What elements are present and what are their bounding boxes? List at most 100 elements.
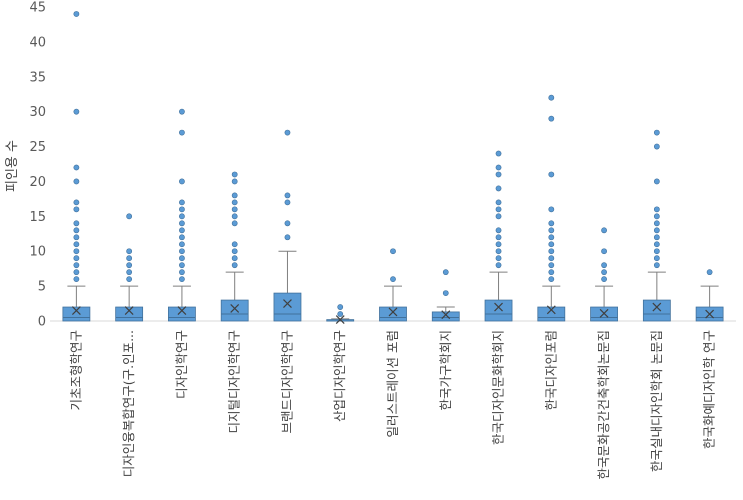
y-tick-label: 30 (29, 105, 46, 120)
mean-marker (388, 307, 398, 317)
outlier-point (495, 255, 502, 262)
outlier-point (495, 206, 502, 213)
outlier-point (179, 227, 185, 234)
outlier-point (548, 171, 555, 178)
outlier-point (548, 255, 555, 262)
box-iqr (273, 292, 302, 322)
outlier-point (548, 248, 555, 255)
outlier-point (548, 241, 555, 248)
mean-marker (705, 309, 715, 319)
mean-marker (652, 302, 662, 312)
outlier-point (73, 11, 80, 17)
outlier-point (179, 220, 185, 227)
outlier-point (548, 115, 555, 122)
outlier-point (231, 220, 238, 227)
outlier-point (179, 241, 185, 248)
outlier-point (601, 227, 607, 234)
outlier-point (73, 227, 80, 234)
outlier-point (653, 248, 660, 255)
outlier-point (601, 248, 607, 255)
outlier-point (548, 206, 555, 213)
outlier-point (231, 192, 238, 199)
outlier-point (126, 248, 133, 255)
box-iqr (115, 306, 144, 322)
x-category-label: 디지털디자인학연구 (227, 330, 242, 434)
mean-marker (599, 308, 609, 318)
outlier-point (231, 248, 238, 255)
y-tick-label: 10 (29, 245, 46, 260)
outlier-point (284, 129, 291, 136)
outlier-point (73, 234, 80, 241)
box-series-13 (695, 269, 724, 322)
outlier-point (126, 269, 133, 276)
outlier-point (495, 248, 502, 255)
outlier-point (653, 241, 660, 248)
box-series-4 (220, 171, 249, 322)
y-tick-label: 35 (29, 70, 46, 85)
y-tick-label: 40 (29, 35, 46, 50)
outlier-point (284, 199, 291, 206)
box-iqr (62, 306, 91, 322)
outlier-point (653, 143, 660, 150)
outlier-point (231, 178, 238, 185)
mean-marker (441, 310, 451, 320)
outlier-point (73, 262, 80, 269)
y-tick-label: 0 (38, 315, 46, 330)
box-iqr (168, 306, 196, 322)
outlier-point (495, 150, 502, 157)
y-axis: 0 5 10 15 20 25 30 35 40 45 (29, 1, 46, 330)
box-series-5 (273, 129, 302, 322)
outlier-point (126, 255, 133, 262)
box-iqr (379, 306, 407, 322)
outlier-point (548, 94, 555, 101)
x-category-label: 기초조형학연구 (68, 330, 83, 411)
outlier-point (495, 199, 502, 206)
y-tick-label: 25 (29, 140, 46, 155)
outlier-point (231, 241, 238, 248)
x-category-label: 산업디자인학연구 (332, 330, 347, 422)
x-category-label: 한국실내디자인학회 논문집 (649, 330, 664, 472)
outlier-point (73, 206, 80, 213)
outlier-point (73, 269, 80, 276)
outlier-point (548, 220, 555, 227)
outlier-point (73, 276, 80, 283)
y-axis-label: 피인용 수 (5, 140, 20, 192)
outlier-point (653, 262, 660, 269)
outlier-point (73, 248, 80, 255)
outlier-point (390, 276, 396, 283)
outlier-point (495, 262, 502, 269)
box-series-11 (590, 227, 618, 322)
outlier-point (179, 262, 185, 269)
x-category-label: 한국화예디자인학 연구 (702, 330, 717, 449)
box-series-3 (168, 108, 196, 322)
outlier-point (231, 262, 238, 269)
outlier-point (601, 276, 607, 283)
x-category-label: 한국디자인포럼 (543, 330, 558, 411)
outlier-point (126, 213, 133, 220)
x-category-label: 한국문화공간건축학회논문집 (596, 330, 611, 480)
outlier-point (495, 171, 502, 178)
outlier-point (126, 262, 133, 269)
outlier-point (179, 213, 185, 220)
outlier-point (337, 304, 344, 310)
outlier-point (284, 192, 291, 199)
outlier-point (601, 262, 607, 269)
box-series-2 (115, 213, 144, 322)
mean-marker (71, 306, 81, 315)
outlier-point (653, 234, 660, 241)
x-category-label: 한국가구학회지 (438, 330, 453, 411)
outlier-point (179, 269, 185, 276)
outlier-point (653, 206, 660, 213)
outlier-point (73, 220, 80, 227)
outlier-point (73, 241, 80, 248)
outlier-point (284, 234, 291, 241)
y-tick-label: 20 (29, 175, 46, 190)
box-iqr (431, 311, 460, 322)
outlier-point (284, 220, 291, 227)
x-category-label: 일러스트레이션 포럼 (385, 330, 400, 437)
outlier-point (548, 234, 555, 241)
y-tick-label: 15 (29, 210, 46, 225)
box-series-7 (379, 248, 407, 322)
outlier-point (442, 290, 449, 296)
